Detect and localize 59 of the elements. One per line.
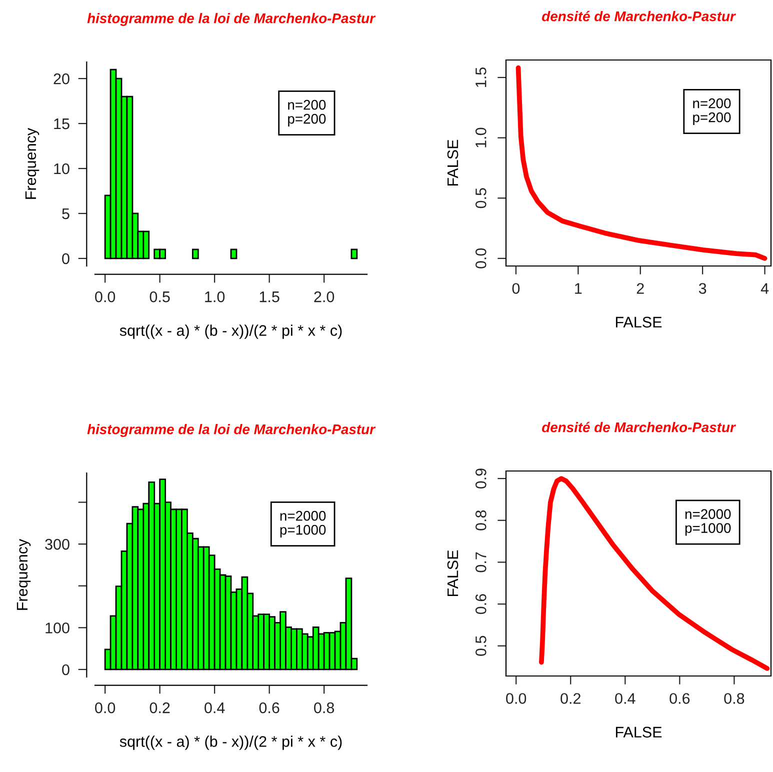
annotation: p=200 — [693, 112, 731, 125]
x-tick-label: 0.2 — [560, 693, 580, 704]
x-tick-label: 0.2 — [150, 702, 170, 714]
chart-title: densité de Marchenko-Pastur — [542, 422, 736, 432]
x-tick-label: 0.6 — [259, 702, 280, 714]
y-tick-label: 20 — [54, 73, 70, 84]
x-tick-label: 0.8 — [314, 702, 334, 714]
annotation: p=1000 — [685, 523, 731, 536]
y-tick-label: 0.5 — [475, 636, 486, 656]
x-tick-label: 0.0 — [95, 291, 116, 302]
x-axis-title: FALSE — [616, 726, 662, 738]
x-tick-label: 0.0 — [506, 693, 526, 704]
x-tick-label: 0.6 — [670, 693, 690, 704]
y-axis-title: FALSE — [447, 550, 458, 596]
y-axis-title: FALSE — [447, 140, 458, 186]
y-tick-label: 0.7 — [475, 552, 486, 572]
x-axis-title: sqrt((x - a) * (b - x))/(2 * pi * x * c) — [120, 736, 342, 750]
x-tick-label: 4 — [760, 283, 769, 294]
y-tick-label: 5 — [62, 208, 70, 220]
x-tick-label: 0.5 — [150, 291, 170, 302]
y-tick-label: 100 — [46, 622, 70, 634]
line-series — [516, 65, 768, 261]
annotation: n=2000 — [685, 509, 731, 519]
y-tick-label: 1.0 — [475, 128, 486, 148]
line-series — [539, 476, 770, 671]
y-tick-label: 1.5 — [476, 68, 486, 87]
x-tick-label: 2.0 — [314, 291, 334, 302]
x-tick-label: 0.0 — [95, 702, 116, 714]
y-tick-label: 300 — [45, 538, 70, 550]
y-tick-label: 15 — [54, 118, 70, 130]
annotation: n=200 — [288, 100, 326, 110]
chart-title: densité de Marchenko-Pastur — [542, 10, 736, 22]
y-tick-label: 0.0 — [475, 248, 486, 268]
annotation: p=1000 — [280, 524, 326, 538]
x-axis-title: FALSE — [616, 316, 662, 328]
x-tick-label: 3 — [698, 283, 706, 294]
y-tick-label: 0.6 — [475, 594, 486, 614]
annotation: p=200 — [288, 114, 326, 126]
y-tick-label: 0.5 — [475, 188, 486, 208]
y-tick-label: 0 — [62, 253, 70, 264]
x-tick-label: 1.0 — [205, 291, 225, 302]
y-axis-title: Frequency — [16, 538, 31, 610]
y-tick-label: 0 — [62, 664, 70, 676]
chart-title: histogramme de la loi de Marchenko-Pastur — [87, 424, 376, 437]
x-tick-label: 0.8 — [724, 693, 744, 704]
x-tick-label: 0.4 — [204, 702, 225, 714]
x-tick-label: 0.4 — [615, 693, 636, 704]
y-tick-label: 10 — [54, 163, 70, 174]
chart-title: histogramme de la loi de Marchenko-Pastur — [87, 13, 376, 26]
y-tick-label: 0.8 — [475, 510, 486, 530]
annotation: n=2000 — [280, 510, 326, 521]
x-axis-title: sqrt((x - a) * (b - x))/(2 * pi * x * c) — [120, 324, 342, 339]
x-tick-label: 2 — [636, 283, 644, 294]
x-tick-label: 0 — [512, 283, 520, 294]
y-axis-title: Frequency — [25, 128, 40, 199]
x-tick-label: 1.5 — [260, 292, 280, 302]
annotation: n=200 — [693, 98, 731, 108]
y-tick-label: 0.9 — [475, 468, 486, 489]
x-tick-label: 1 — [575, 283, 582, 294]
